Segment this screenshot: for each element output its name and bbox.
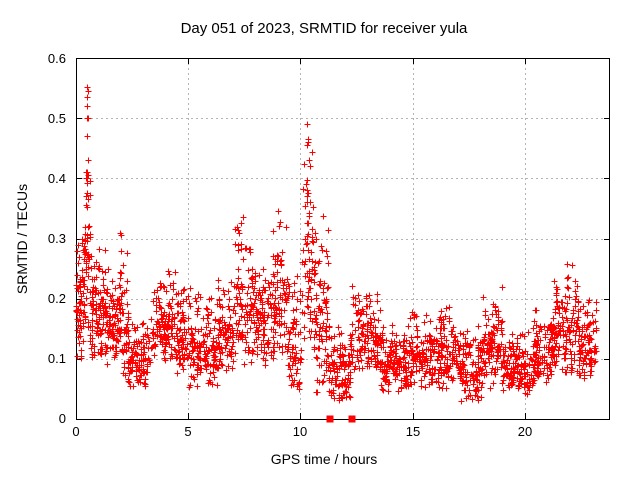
- x-tick-label-0: 0: [72, 424, 80, 439]
- y-tick-label-2: 0.2: [47, 291, 66, 306]
- x-tick-label-5: 5: [184, 424, 192, 439]
- x-tick-label-15: 15: [405, 424, 421, 439]
- x-tick-label-20: 20: [517, 424, 533, 439]
- flagged-square-marker: [326, 415, 334, 423]
- x-tick-label-10: 10: [292, 424, 308, 439]
- y-tick-label-6: 0.6: [47, 51, 66, 66]
- x-axis-label: GPS time / hours: [270, 451, 378, 467]
- scatter-points: [73, 84, 600, 405]
- axes-frame: [76, 58, 610, 420]
- flagged-points: [326, 415, 356, 423]
- chart-title: Day 051 of 2023, SRMTID for receiver yul…: [180, 20, 468, 37]
- flagged-square-marker: [348, 415, 356, 423]
- y-tick-label-3: 0.3: [47, 231, 66, 246]
- y-tick-label-5: 0.5: [47, 111, 66, 126]
- y-tick-label-4: 0.4: [47, 171, 66, 186]
- y-tick-label-1: 0.1: [47, 351, 66, 366]
- y-tick-label-0: 0: [58, 411, 66, 426]
